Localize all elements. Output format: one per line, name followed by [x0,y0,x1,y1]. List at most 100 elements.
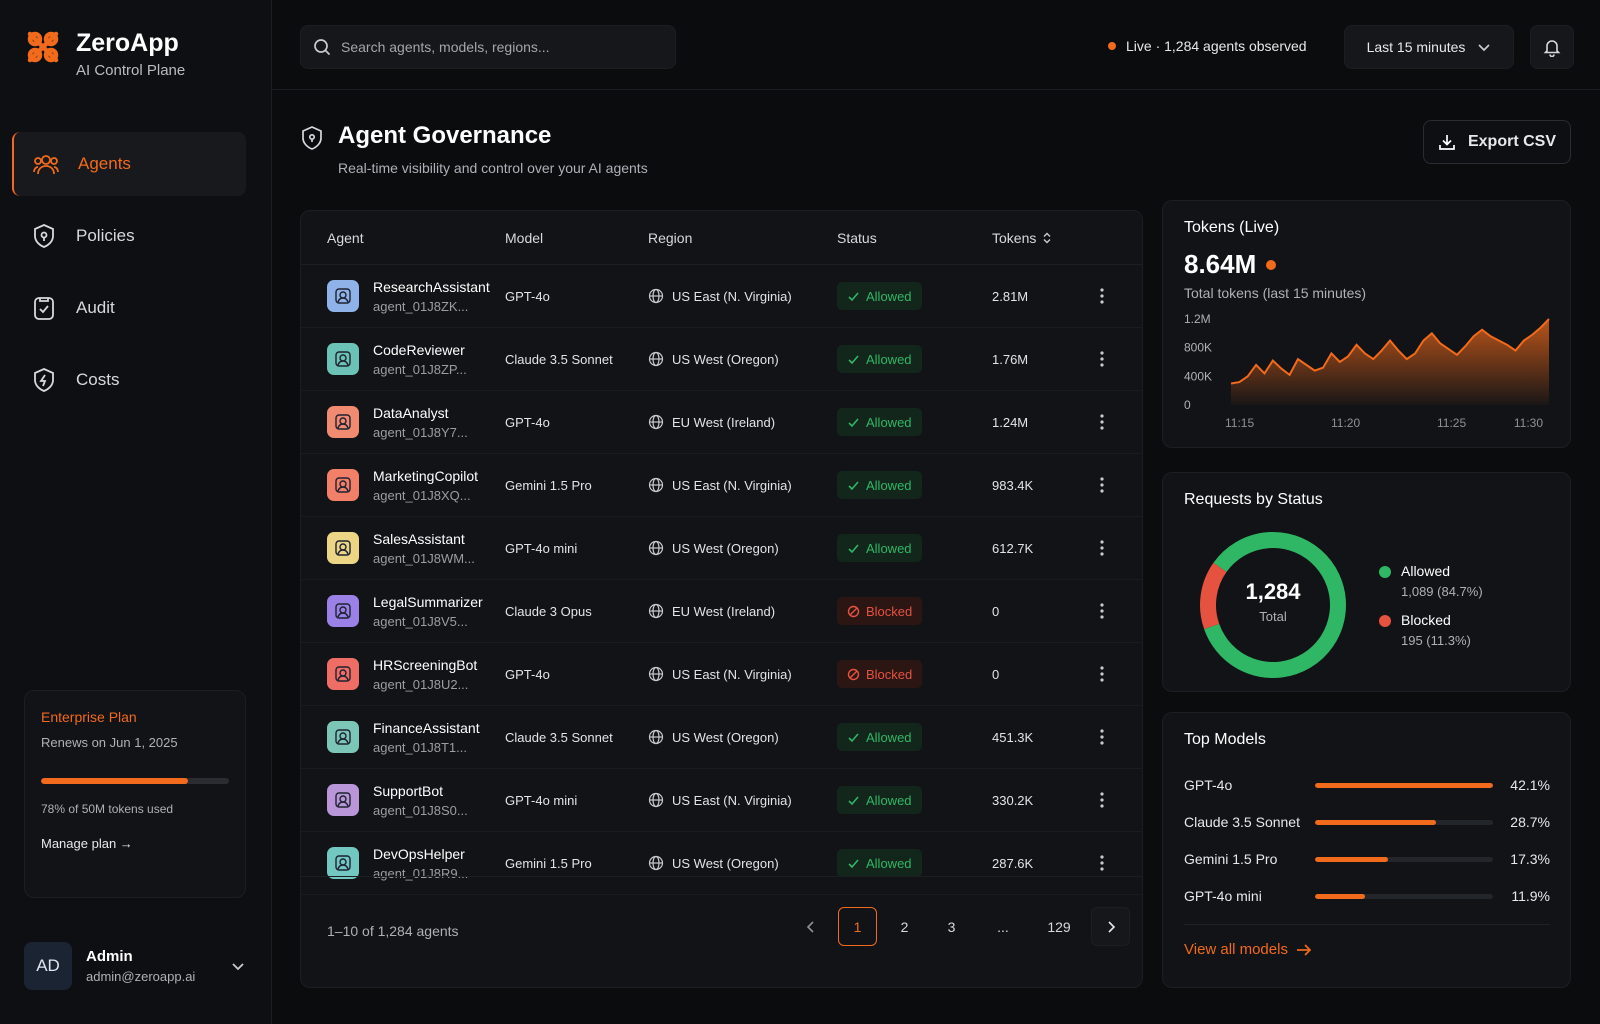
next-page-button[interactable] [1091,907,1130,946]
agent-name[interactable]: CodeReviewer [373,341,465,358]
shield-icon [34,224,54,248]
agent-cell: ResearchAssistant agent_01J8ZK... [301,279,505,314]
column-status[interactable]: Status [837,229,877,246]
region-label: EU West (Ireland) [672,414,776,430]
page-button[interactable]: 1 [838,907,877,946]
tokens-subtitle: Total tokens (last 15 minutes) [1184,285,1367,301]
region-cell: US West (Oregon) [648,540,837,556]
table-row[interactable]: DevOpsHelper agent_01J8R9... Gemini 1.5 … [301,832,1142,895]
tokens-cell: 2.81M [992,288,1029,304]
more-vertical-icon[interactable] [1100,666,1104,682]
region-label: US West (Oregon) [672,351,779,367]
model-cell: GPT-4o mini [505,792,578,808]
table-row[interactable]: SalesAssistant agent_01J8WM... GPT-4o mi… [301,517,1142,580]
column-agent[interactable]: Agent [327,229,364,246]
agent-name[interactable]: SupportBot [373,782,444,799]
status-cell: Allowed [837,723,992,751]
more-vertical-icon[interactable] [1100,351,1104,367]
globe-icon [648,351,664,367]
audit-icon [34,297,54,320]
more-vertical-icon[interactable] [1100,792,1104,808]
more-vertical-icon[interactable] [1100,288,1104,304]
status-badge: Allowed [837,345,922,373]
donut-total-label: Total [1259,609,1287,624]
region-cell: EU West (Ireland) [648,603,837,619]
agent-avatar-icon [327,847,359,879]
agent-name[interactable]: DataAnalyst [373,404,449,421]
agent-name[interactable]: HRScreeningBot [373,656,478,673]
model-cell: GPT-4o mini [505,540,578,556]
sort-icon[interactable] [1042,232,1052,244]
status-cell: Allowed [837,282,992,310]
notifications-button[interactable] [1530,25,1574,69]
y-tick-label: 1.2M [1184,312,1211,326]
status-badge: Allowed [837,282,922,310]
sidebar-item-costs[interactable]: Costs [12,348,246,412]
status-cell: Allowed [837,786,992,814]
globe-icon [648,603,664,619]
table-row[interactable]: HRScreeningBot agent_01J8U2... GPT-4o US… [301,643,1142,706]
search-box[interactable] [300,25,676,69]
region-cell: US East (N. Virginia) [648,288,837,304]
more-vertical-icon[interactable] [1100,855,1104,871]
user-menu[interactable]: AD Admin admin@zeroapp.ai [24,940,246,992]
export-csv-button[interactable]: Export CSV [1423,120,1571,164]
check-icon [848,354,859,364]
top-models-card: Top Models GPT-4o 42.1% Claude 3.5 Sonne… [1162,712,1571,988]
column-region[interactable]: Region [648,229,693,246]
page-button[interactable]: 2 [900,918,909,935]
prev-page-button[interactable] [791,907,830,946]
table-row[interactable]: ResearchAssistant agent_01J8ZK... GPT-4o… [301,265,1142,328]
table-row[interactable]: MarketingCopilot agent_01J8XQ... Gemini … [301,454,1142,517]
more-vertical-icon[interactable] [1100,477,1104,493]
agent-name[interactable]: FinanceAssistant [373,719,480,736]
model-name: GPT-4o mini [1184,888,1262,904]
sidebar-item-audit[interactable]: Audit [12,276,246,340]
search-input[interactable] [341,39,641,55]
sidebar-item-agents[interactable]: Agents [12,132,246,196]
plan-usage-bar [41,778,229,784]
check-icon [848,732,859,742]
page-button[interactable]: 3 [947,918,956,935]
sidebar-item-policies[interactable]: Policies [12,204,246,268]
view-all-models-link[interactable]: View all models [1184,941,1312,958]
page-button[interactable]: 129 [1047,918,1071,935]
agent-id: agent_01J8U2... [373,676,469,692]
agent-name[interactable]: MarketingCopilot [373,467,479,484]
legend-label: Blocked [1401,612,1451,628]
more-vertical-icon[interactable] [1100,603,1104,619]
tokens-value-text: 8.64M [1184,249,1257,279]
agent-name[interactable]: DevOpsHelper [373,845,465,862]
column-model[interactable]: Model [505,229,544,246]
agent-id: agent_01J8ZK... [373,298,469,314]
agents-icon [33,155,59,175]
table-row[interactable]: CodeReviewer agent_01J8ZP... Claude 3.5 … [301,328,1142,391]
model-cell: Claude 3 Opus [505,603,592,619]
more-vertical-icon[interactable] [1100,540,1104,556]
model-name: Claude 3.5 Sonnet [1184,814,1300,830]
agent-name[interactable]: SalesAssistant [373,530,465,547]
sidebar-nav: Agents Policies Audit Costs [12,132,246,420]
table-row[interactable]: FinanceAssistant agent_01J8T1... Claude … [301,706,1142,769]
agent-id: agent_01J8Y7... [373,424,468,440]
model-cell: Gemini 1.5 Pro [505,855,592,871]
page-button[interactable]: ... [997,918,1009,935]
table-row[interactable]: SupportBot agent_01J8S0... GPT-4o mini U… [301,769,1142,832]
column-tokens[interactable]: Tokens [992,230,1082,246]
more-vertical-icon[interactable] [1100,729,1104,745]
x-tick-label: 11:20 [1331,416,1360,430]
brand[interactable]: ZeroApp AI Control Plane [24,28,185,79]
manage-plan-link[interactable]: Manage plan → [41,836,133,851]
table-row[interactable]: LegalSummarizer agent_01J8V5... Claude 3… [301,580,1142,643]
agent-name[interactable]: ResearchAssistant [373,278,490,295]
chevron-down-icon[interactable] [230,958,246,974]
table-row[interactable]: DataAnalyst agent_01J8Y7... GPT-4o EU We… [301,391,1142,454]
model-bar-track [1315,819,1493,825]
more-vertical-icon[interactable] [1100,414,1104,430]
time-range-select[interactable]: Last 15 minutes [1344,25,1514,69]
agent-name[interactable]: LegalSummarizer [373,593,483,610]
status-badge: Blocked [837,597,923,625]
status-cell: Allowed [837,408,992,436]
plan-usage-text: 78% of 50M tokens used [41,802,174,816]
legend-allowed: Allowed 1,089 (84.7%) [1379,563,1483,599]
